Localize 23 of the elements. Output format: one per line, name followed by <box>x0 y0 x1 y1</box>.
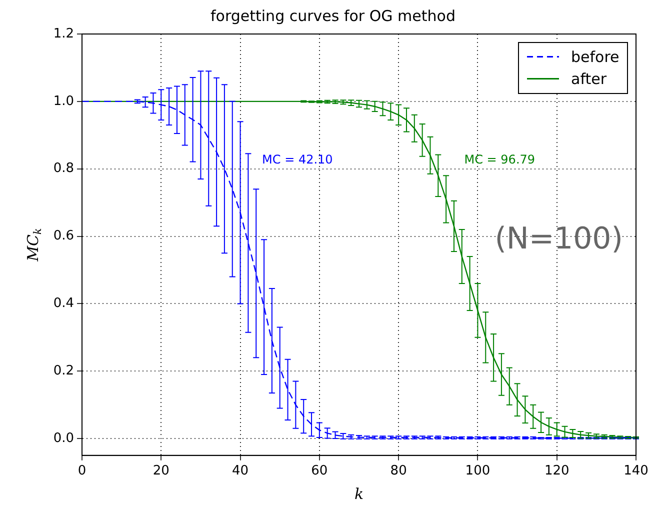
chart-title: forgetting curves for OG method <box>210 6 456 25</box>
y-tick-label: 0.8 <box>53 161 74 176</box>
annotation: MC = 42.10 <box>262 152 333 167</box>
y-tick-label: 1.2 <box>53 26 74 42</box>
x-tick-label: 40 <box>232 464 249 479</box>
legend-label: after <box>571 70 606 88</box>
y-tick-label: 0.0 <box>53 430 74 446</box>
x-tick-label: 140 <box>624 464 648 479</box>
y-tick-label: 0.4 <box>53 296 74 312</box>
y-tick-label: 0.2 <box>53 363 74 378</box>
x-tick-label: 120 <box>544 464 570 479</box>
y-tick-label: 1.0 <box>53 94 74 109</box>
x-tick-label: 100 <box>465 464 490 479</box>
x-tick-label: 0 <box>78 464 86 479</box>
y-tick-label: 0.6 <box>53 228 74 244</box>
annotation: MC = 96.79 <box>464 152 536 167</box>
x-tick-label: 20 <box>152 464 170 479</box>
x-tick-label: 80 <box>390 464 407 479</box>
y-axis-title: MCk <box>24 228 44 262</box>
legend-label: before <box>571 48 620 66</box>
annotation: (N=100) <box>494 221 623 256</box>
x-tick-label: 60 <box>311 464 328 479</box>
x-axis-title: k <box>354 484 364 503</box>
